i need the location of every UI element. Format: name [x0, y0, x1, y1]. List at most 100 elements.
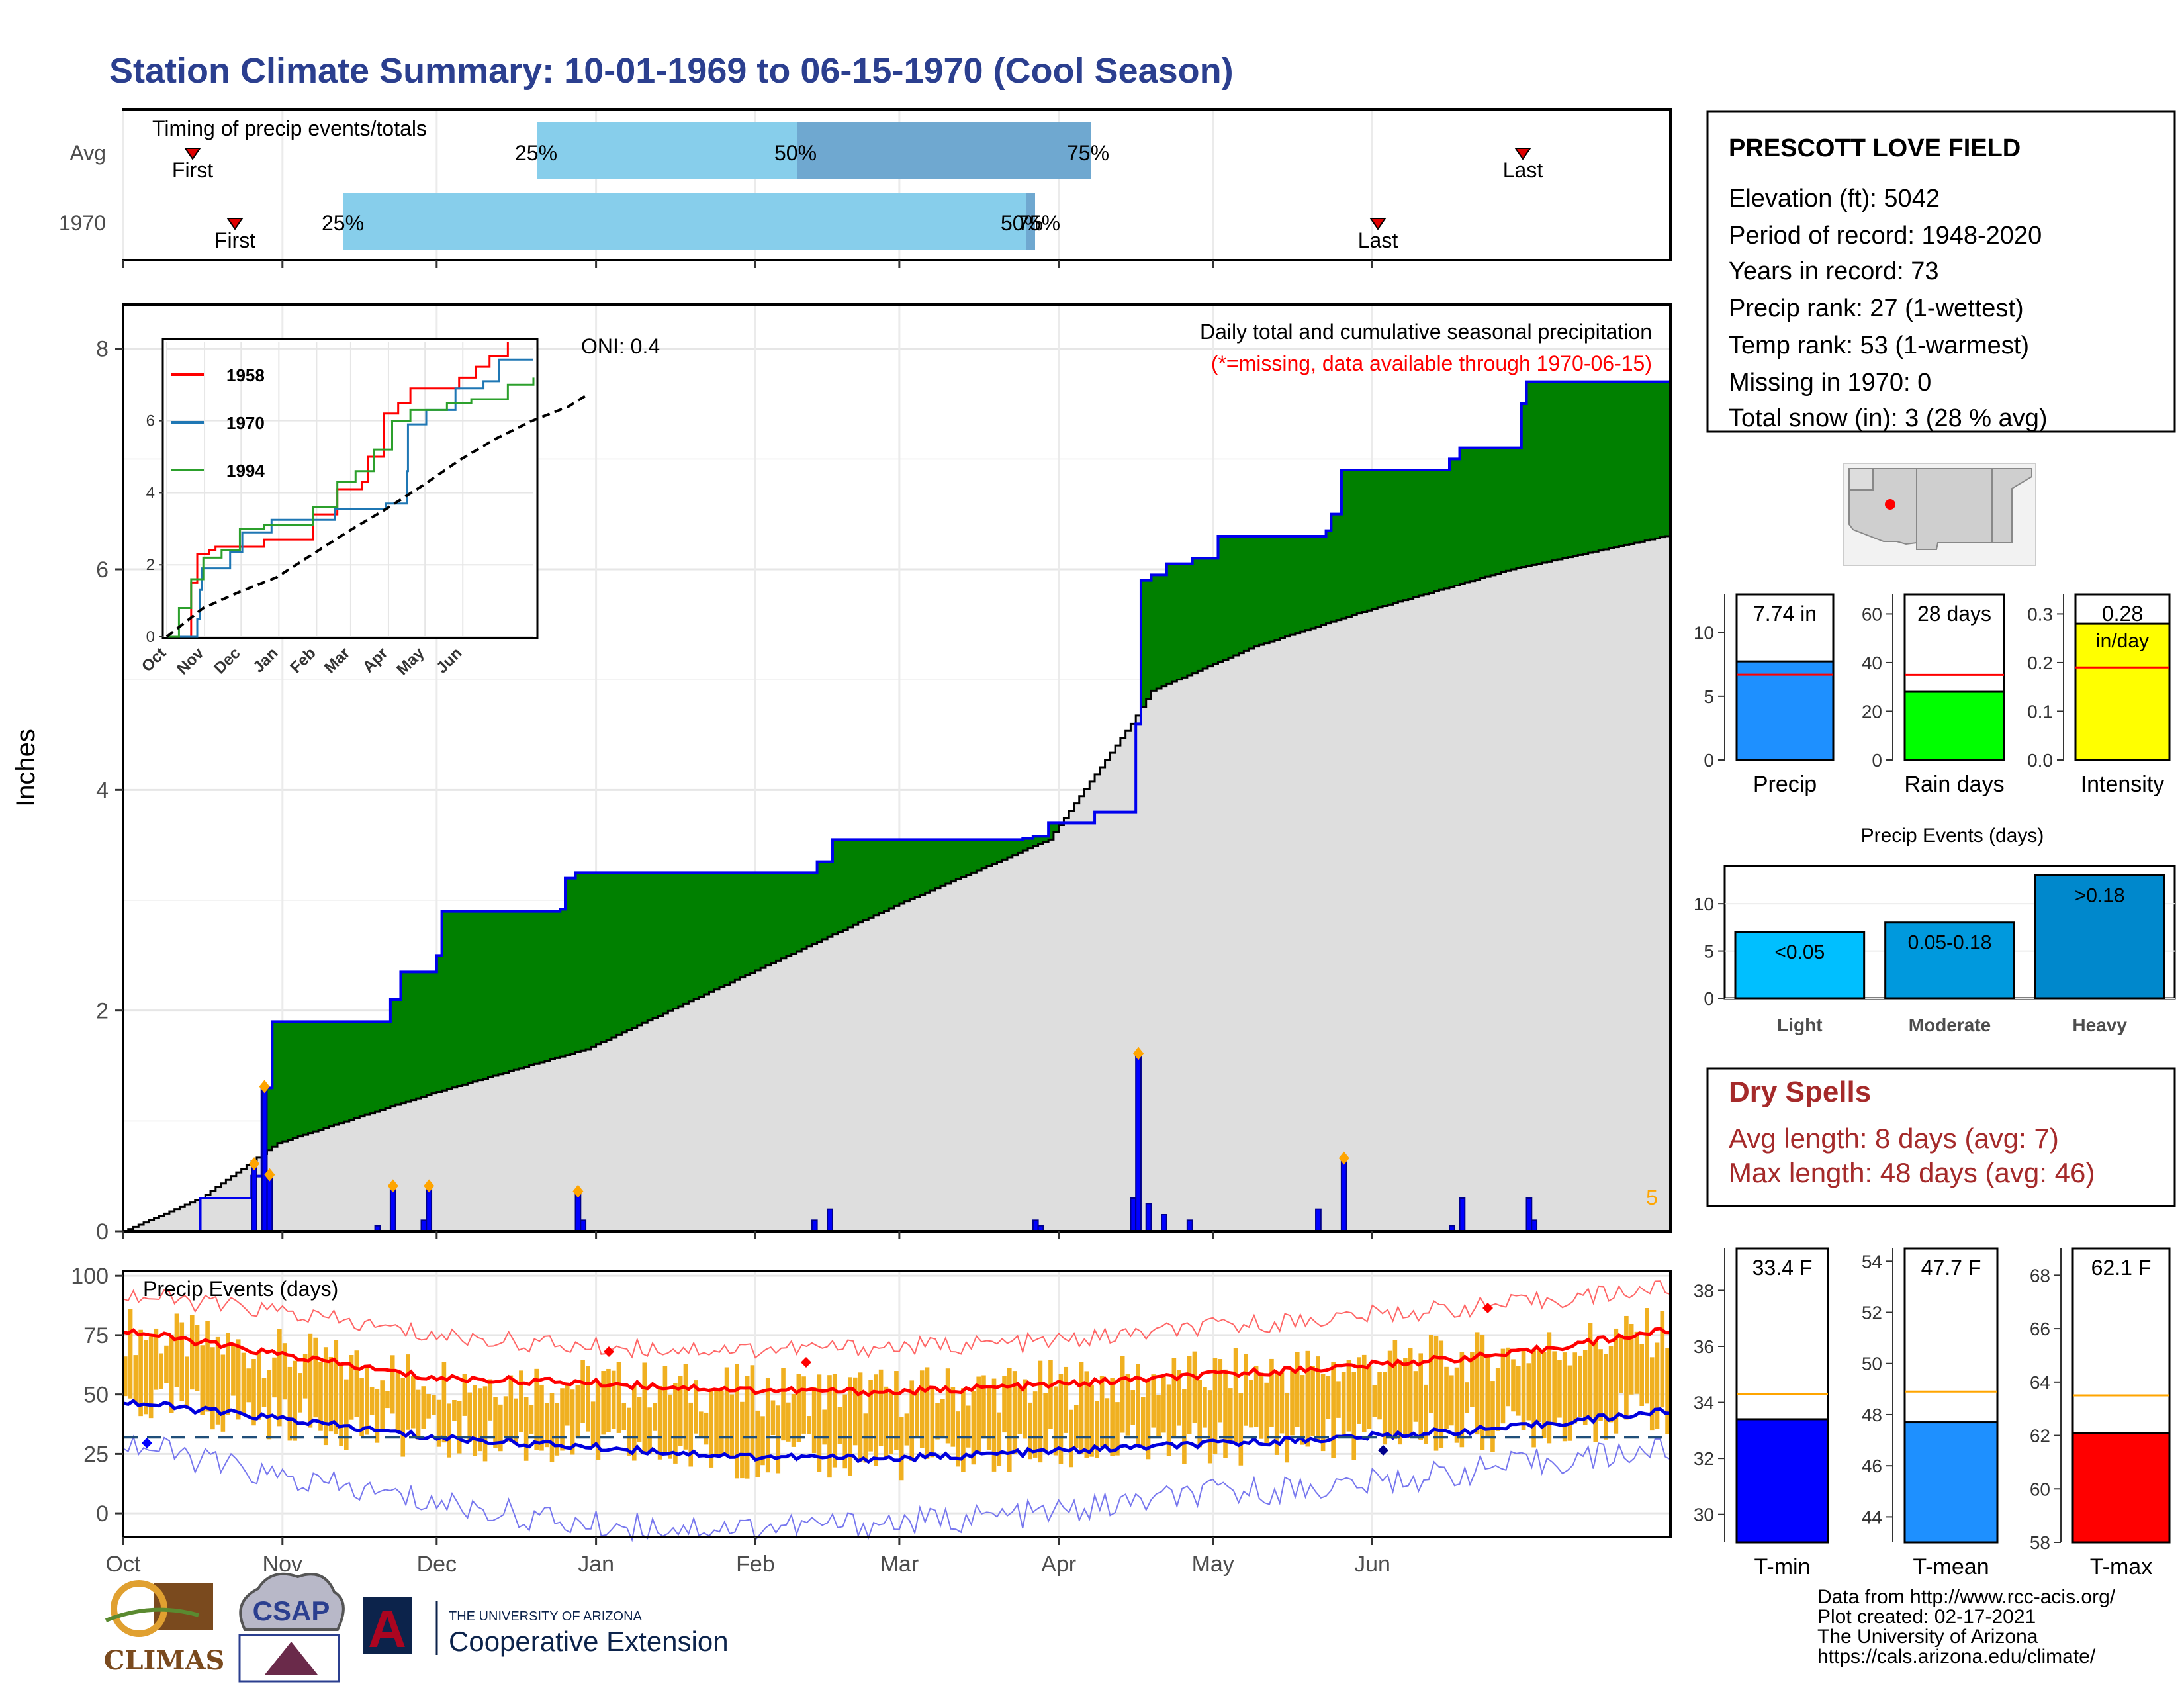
main-ytick-label: 2: [96, 999, 109, 1024]
daily-temp-bar: [678, 1376, 683, 1446]
daily-temp-bar: [1171, 1358, 1177, 1438]
timing-1970-bar-b: [1026, 193, 1035, 250]
daily-precip-bar: [1531, 1219, 1538, 1233]
daily-temp-bar: [1146, 1380, 1151, 1460]
daily-temp-bar: [421, 1386, 426, 1429]
daily-temp-bar: [282, 1343, 287, 1400]
daily-temp-bar: [1511, 1359, 1516, 1412]
station-location-dot: [1885, 499, 1895, 510]
daily-temp-bar: [359, 1378, 364, 1436]
daily-temp-bar: [236, 1339, 241, 1420]
daily-temp-bar: [1161, 1377, 1166, 1433]
daily-temp-bar: [1295, 1352, 1300, 1428]
daily-temp-bar: [159, 1353, 163, 1389]
daily-temp-bar: [1351, 1372, 1357, 1460]
daily-temp-bar: [1007, 1368, 1012, 1472]
first-label-1970: First: [214, 228, 255, 252]
daily-temp-bar: [462, 1374, 467, 1416]
daily-temp-bar: [1660, 1311, 1665, 1408]
daily-temp-bar: [1619, 1336, 1623, 1393]
daily-temp-bar: [344, 1379, 349, 1450]
dry-spells-max: Max length: 48 days (avg: 46): [1729, 1157, 2095, 1188]
daily-temp-bar: [1218, 1359, 1223, 1423]
precip-events-title: Precip Events (days): [1861, 825, 2044, 847]
precip-count-label: 5: [1646, 1186, 1658, 1209]
daily-temp-bar: [1634, 1331, 1639, 1394]
daily-temp-bar: [498, 1404, 503, 1452]
footer-credits: Data from http://www.rcc-acis.org/ Plot …: [1817, 1586, 2116, 1667]
daily-temp-bar: [251, 1359, 256, 1426]
daily-temp-bar: [349, 1354, 354, 1420]
small-bar-ytick-label: 10: [1694, 623, 1714, 643]
small-bar-value: [1735, 660, 1835, 761]
station-line-6: Total snow (in): 3 (28 % avg): [1729, 404, 2048, 432]
small-bar-ytick-label: 44: [1862, 1507, 1882, 1527]
daily-temp-bar: [1537, 1350, 1541, 1423]
daily-temp-bar: [1084, 1371, 1089, 1458]
daily-temp-bar: [925, 1367, 930, 1459]
daily-temp-bar: [1043, 1393, 1048, 1452]
daily-temp-bar: [1120, 1356, 1125, 1433]
daily-temp-bar: [1140, 1397, 1146, 1446]
daily-temp-bar: [1552, 1351, 1557, 1424]
daily-temp-bar: [514, 1398, 518, 1445]
daily-temp-bar: [1593, 1339, 1598, 1442]
small-bar-ytick-label: 46: [1862, 1456, 1882, 1476]
daily-temp-bar: [627, 1407, 631, 1456]
daily-precip-bar: [574, 1192, 582, 1232]
station-line-5: Missing in 1970: 0: [1729, 369, 1931, 397]
daily-temp-bar: [1203, 1387, 1207, 1428]
snow-marker: [259, 1080, 270, 1094]
p50-avg: 50%: [774, 141, 817, 165]
footer-line-0: Data from http://www.rcc-acis.org/: [1817, 1586, 2116, 1608]
timing-label: Timing of precip events/totals: [152, 117, 427, 140]
small-bar-ytick-label: 32: [1694, 1448, 1714, 1469]
small-bar-ytick-label: 52: [1862, 1303, 1882, 1323]
temp-xtick-label: Dec: [417, 1552, 457, 1577]
daily-temp-bar: [642, 1362, 647, 1452]
precip-events-bar: [2034, 874, 2165, 1000]
daily-temp-bar: [657, 1385, 662, 1460]
daily-temp-bar: [1326, 1376, 1331, 1419]
daily-temp-bar: [406, 1354, 410, 1430]
daily-temp-bar: [770, 1400, 776, 1436]
dry-spells-title: Dry Spells: [1729, 1076, 1871, 1108]
daily-temp-bar: [1598, 1349, 1603, 1421]
daily-temp-bar: [1526, 1363, 1531, 1421]
daily-precip-bar: [1135, 1054, 1142, 1233]
daily-temp-bar: [1110, 1378, 1115, 1456]
temp-xtick-label: Oct: [106, 1552, 141, 1577]
daily-temp-bar: [1485, 1356, 1490, 1438]
daily-precip-bar: [1130, 1197, 1137, 1232]
daily-temp-bar: [919, 1370, 925, 1448]
precip-chart-subtitle: (*=missing, data available through 1970-…: [1211, 352, 1652, 375]
footer-line-1: Plot created: 02-17-2021: [1817, 1606, 2036, 1628]
daily-temp-bar: [1187, 1356, 1192, 1434]
daily-temp-bar: [457, 1401, 462, 1454]
daily-temp-bar: [179, 1322, 185, 1401]
daily-temp-bar: [776, 1405, 781, 1474]
daily-temp-bar: [1629, 1323, 1634, 1395]
precip-events-bar-label: >0.18: [2075, 884, 2125, 906]
inset-legend-label: 1958: [226, 365, 265, 385]
daily-temp-bar: [375, 1389, 380, 1443]
daily-temp-bar: [1320, 1374, 1326, 1452]
daily-temp-bar: [1506, 1347, 1511, 1407]
daily-temp-bar: [904, 1413, 909, 1446]
daily-temp-bar: [529, 1405, 534, 1434]
inset-legend-label: 1970: [226, 413, 265, 433]
daily-temp-bar: [616, 1362, 621, 1433]
daily-temp-bar: [1012, 1371, 1017, 1454]
daily-temp-bar: [452, 1400, 457, 1421]
climas-logo-text: CLIMAS: [104, 1645, 225, 1676]
daily-temp-bar: [750, 1365, 755, 1458]
daily-temp-bar: [1177, 1370, 1181, 1426]
daily-temp-bar: [334, 1340, 339, 1434]
small-bar-ytick-label: 40: [1862, 653, 1882, 673]
daily-temp-bar: [981, 1375, 986, 1439]
csap-logo-text: CSAP: [253, 1595, 330, 1626]
daily-temp-bar: [1058, 1374, 1064, 1464]
daily-temp-bar: [287, 1366, 293, 1441]
daily-temp-bar: [662, 1366, 668, 1454]
daily-temp-bar: [1444, 1366, 1449, 1429]
